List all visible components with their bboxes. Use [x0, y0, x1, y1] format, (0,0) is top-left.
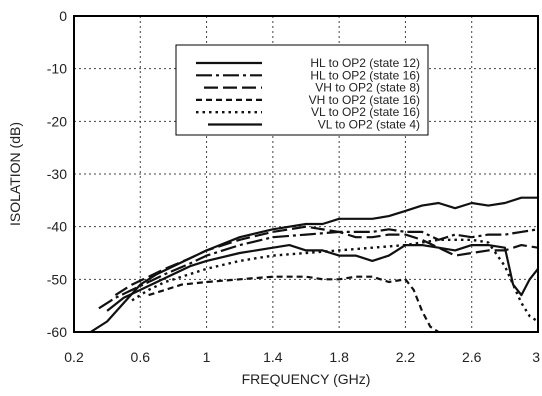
legend-label: VL to OP2 (state 16) — [311, 105, 420, 119]
legend-label: VL to OP2 (state 4) — [318, 118, 420, 132]
y-tick-label: -20 — [47, 113, 67, 129]
legend-label: HL to OP2 (state 16) — [310, 68, 420, 82]
x-tick-label: 1.8 — [329, 349, 349, 365]
series-line-3 — [114, 225, 538, 297]
x-axis-label: FREQUENCY (GHz) — [242, 371, 371, 387]
legend-label: VH to OP2 (state 16) — [309, 93, 420, 107]
plot-frame — [73, 15, 539, 333]
series-line-1 — [90, 196, 538, 332]
legend-label: HL to OP2 (state 12) — [310, 56, 420, 70]
y-tick-label: 0 — [59, 8, 67, 24]
x-tick-label: 2.6 — [462, 349, 482, 365]
x-tick-label: 1 — [203, 349, 211, 365]
x-tick-label: 1.4 — [263, 349, 283, 365]
y-tick-labels: 0 -10 -20 -30 -40 -50 -60 — [47, 8, 67, 340]
y-tick-label: -30 — [47, 166, 67, 182]
legend-label: VH to OP2 (state 8) — [315, 81, 420, 95]
y-tick-label: -10 — [47, 61, 67, 77]
series-line-6 — [106, 244, 538, 312]
x-tick-label: 0.6 — [131, 349, 151, 365]
series-layer — [90, 196, 538, 332]
y-tick-label: -60 — [47, 324, 67, 340]
x-tick-label: 2.2 — [396, 349, 416, 365]
legend: HL to OP2 (state 12)HL to OP2 (state 16)… — [175, 44, 429, 136]
y-axis-label: ISOLATION (dB) — [7, 122, 23, 226]
y-tick-label: -50 — [47, 271, 67, 287]
x-tick-labels: 0.2 0.6 1 1.4 1.8 2.2 2.6 3 — [64, 349, 540, 365]
series-line-4 — [148, 275, 440, 332]
legend-box — [175, 44, 429, 136]
y-tick-label: -40 — [47, 219, 67, 235]
x-tick-label: 0.2 — [64, 349, 84, 365]
x-tick-label: 3 — [532, 349, 540, 365]
series-line-5 — [131, 238, 538, 323]
series-line-2 — [98, 228, 538, 310]
